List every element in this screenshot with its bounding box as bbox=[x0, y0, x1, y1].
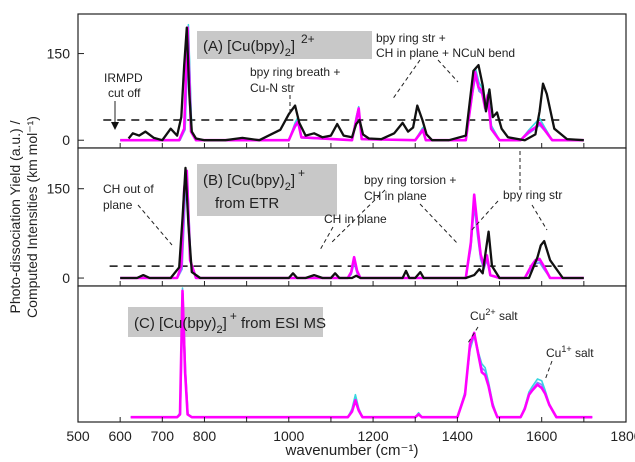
annotation-cu2-salt: Cu2+ salt bbox=[470, 307, 518, 323]
annotation-ch-oop-1: CH out of bbox=[103, 182, 154, 196]
pointer-ring-str-pointer-right bbox=[531, 204, 548, 231]
pointer-ch-oop-pointer bbox=[137, 204, 173, 246]
y-tick-label-panel-b-0: 0 bbox=[62, 270, 70, 286]
annotation-bpy-breath-1: bpy ring breath + bbox=[250, 65, 340, 79]
annotation-ch-oop-2: plane bbox=[103, 198, 133, 212]
series-computed_a-panel-c bbox=[130, 289, 593, 419]
annotation-bpy-ring-str: bpy ring str bbox=[503, 188, 562, 202]
x-tick-label-700: 700 bbox=[151, 428, 175, 444]
panel-c-frame bbox=[77, 285, 627, 423]
x-axis-title: wavenumber (cm⁻¹) bbox=[285, 442, 419, 459]
pointer-cu2-pointer bbox=[467, 326, 479, 344]
annotation-ch-inplane: CH in plane bbox=[324, 212, 387, 226]
annotation-pointers bbox=[111, 59, 553, 381]
pointer-ring-str-pointer-2 bbox=[437, 59, 459, 83]
annotation-torsion-1: bpy ring torsion + bbox=[364, 173, 456, 187]
annotation-torsion-2: CH in plane bbox=[364, 189, 427, 203]
x-tick-label-800: 800 bbox=[193, 428, 217, 444]
series-experiment-panel-a bbox=[127, 26, 584, 142]
pointer-ring-str-pointer-1 bbox=[391, 59, 421, 101]
annotation-cutoff: cut off bbox=[108, 86, 141, 100]
series-computed_a-panel-a bbox=[120, 26, 584, 142]
y-axis-title-line2: Computed Intensities (km mol⁻¹) bbox=[24, 116, 40, 318]
annotation-irmpd: IRMPD bbox=[104, 71, 143, 85]
x-tick-label-1200: 1200 bbox=[357, 428, 388, 444]
pointer-ch-inplane-pointer bbox=[319, 226, 334, 251]
y-tick-label-panel-b-150: 150 bbox=[47, 181, 71, 197]
panel-b-label: (B) [Cu(bpy)2] + bbox=[203, 166, 305, 193]
annotation-bpy-breath-2: Cu-N str bbox=[250, 81, 295, 95]
panel-b-label-line2: from ETR bbox=[215, 195, 279, 212]
y-tick-label-panel-a-150: 150 bbox=[47, 46, 71, 62]
panel-b-label-box bbox=[197, 164, 337, 216]
y-tick-label-panel-a-0: 0 bbox=[62, 132, 70, 148]
pointer-torsion-pointer-1 bbox=[329, 189, 386, 245]
panel-c-label-box bbox=[128, 307, 323, 337]
panel-a-label: (A) [Cu(bpy)2] 2+ bbox=[203, 32, 315, 59]
annotation-cu1-salt: Cu1+ salt bbox=[546, 344, 594, 360]
tick-layer: 0 150 0 150 500 600 700 800 1000 1200 1400 1600 1800 bbox=[47, 46, 635, 444]
x-tick-label-1000: 1000 bbox=[273, 428, 304, 444]
panel-a-label-box bbox=[197, 31, 372, 59]
pointer-cu1-pointer bbox=[544, 360, 553, 381]
y-axis-title-line1: Photo-dissociation Yield (a.u.) / bbox=[7, 120, 23, 313]
x-tick-label-1600: 1600 bbox=[526, 428, 557, 444]
series-layer bbox=[120, 23, 593, 419]
annotation-ring-str-2: CH in plane + NCuN bend bbox=[376, 46, 515, 60]
x-tick-label-500: 500 bbox=[66, 428, 90, 444]
panel-c-label: (C) [Cu(bpy)2] + from ESI MS bbox=[134, 309, 326, 336]
x-tick-label-600: 600 bbox=[108, 428, 132, 444]
annotation-ring-str-1: bpy ring str + bbox=[376, 31, 446, 45]
x-tick-label-1800: 1800 bbox=[610, 428, 635, 444]
series-experiment-panel-b bbox=[120, 166, 584, 280]
pointer-torsion-pointer-2 bbox=[419, 203, 459, 245]
x-tick-label-1400: 1400 bbox=[442, 428, 473, 444]
